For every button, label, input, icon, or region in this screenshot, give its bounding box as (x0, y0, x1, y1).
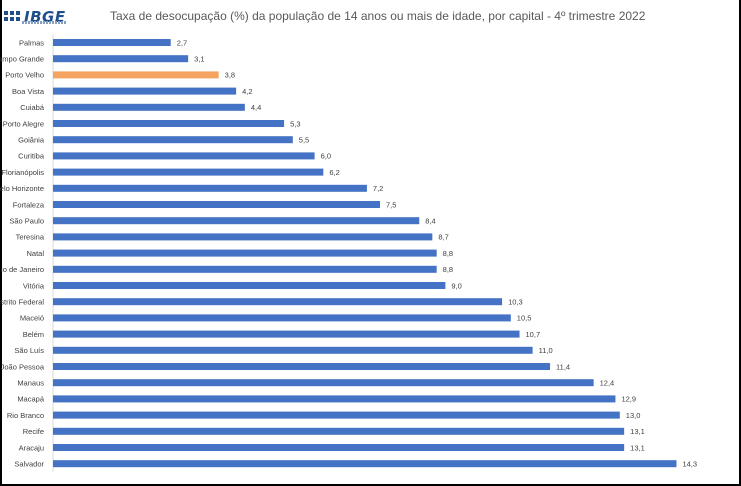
bar-distrito-federal (53, 298, 503, 306)
data-label: 13,1 (630, 427, 645, 436)
category-label: Fortaleza (13, 200, 45, 209)
bar-salvador (53, 460, 677, 468)
bar-goi-nia (53, 136, 293, 144)
category-label: Porto Alegre (3, 119, 44, 128)
bar-manaus (53, 379, 594, 387)
data-label: 3,8 (225, 71, 235, 80)
bar-cuiab- (53, 103, 245, 111)
data-label: 3,1 (194, 55, 204, 64)
bar-vit-ria (53, 282, 446, 289)
bar-rio-branco (53, 411, 620, 419)
data-label: 4,2 (242, 87, 252, 96)
category-label: Porto Velho (5, 71, 44, 80)
data-label: 10,5 (517, 314, 532, 323)
bar-florian-polis (53, 168, 324, 176)
category-label: Palmas (19, 38, 44, 47)
bar-palmas (53, 39, 171, 46)
ibge-logo-subtitle-mark (22, 21, 66, 24)
bar-natal (53, 249, 437, 257)
data-label: 13,1 (630, 443, 645, 452)
category-label: Natal (26, 249, 44, 258)
bar-curitiba (53, 152, 315, 160)
data-label: 9,0 (451, 281, 461, 290)
category-label: Goiânia (18, 136, 45, 145)
category-label: istrito Federal (0, 298, 44, 307)
category-label: Salvador (14, 460, 44, 469)
data-label: 12,4 (600, 379, 615, 388)
data-label: 5,3 (290, 119, 300, 128)
bar-aracaju (53, 444, 625, 451)
data-label: 8,8 (443, 249, 453, 258)
data-label: 12,9 (621, 395, 636, 404)
category-label: io de Janeiro (1, 265, 44, 274)
data-label: 8,8 (443, 265, 453, 274)
bar-recife (53, 427, 625, 435)
bar-porto-alegre (53, 120, 285, 127)
bar-macap- (53, 395, 616, 403)
category-label: Recife (23, 427, 44, 436)
data-label: 11,4 (556, 362, 570, 371)
bar-bel-m (53, 330, 520, 338)
ibge-logo-icon (4, 9, 20, 25)
category-label: Manaus (17, 379, 44, 388)
category-label: ampo Grande (0, 55, 44, 64)
data-label: 7,2 (373, 184, 383, 193)
data-label: 14,3 (682, 460, 697, 469)
category-label: São Paulo (9, 217, 44, 226)
data-label: 8,4 (425, 217, 435, 226)
data-label: 4,4 (251, 103, 261, 112)
bar-macei- (53, 314, 511, 322)
bar-boa-vista (53, 87, 237, 95)
bar-s-o-lu-s (53, 346, 533, 354)
data-label: 7,5 (386, 200, 396, 209)
data-label: 10,3 (508, 298, 523, 307)
chart-title: Taxa de desocupação (%) da população de … (110, 9, 646, 23)
category-label: elo Horizonte (0, 184, 44, 193)
category-label: Maceió (20, 314, 44, 323)
category-label: Belém (23, 330, 44, 339)
bar-porto-velho (53, 71, 219, 79)
data-label: 13,0 (626, 411, 641, 420)
data-label: 8,7 (438, 233, 448, 242)
data-label: 10,7 (526, 330, 541, 339)
category-label: João Pessoa (1, 362, 45, 371)
category-label: Curitiba (18, 152, 45, 161)
bar-s-o-paulo (53, 217, 420, 225)
bar-rio-de-janeiro (53, 265, 437, 273)
category-label: Vitória (23, 281, 45, 290)
data-label: 6,0 (321, 152, 331, 161)
category-label: Florianópolis (1, 168, 44, 177)
category-label: Cuiabá (20, 103, 45, 112)
bar-campo-grande (53, 55, 189, 63)
bar-fortaleza (53, 201, 380, 208)
category-label: Boa Vista (12, 87, 45, 96)
data-label: 5,5 (299, 136, 309, 145)
category-label: Aracaju (19, 443, 44, 452)
category-label: São Luís (14, 346, 44, 355)
bar-belo-horizonte (53, 184, 367, 192)
data-label: 2,7 (177, 38, 187, 47)
category-label: Rio Branco (7, 411, 44, 420)
data-label: 11,0 (539, 346, 553, 355)
bar-jo-o-pessoa (53, 363, 551, 370)
category-label: Teresina (16, 233, 45, 242)
category-label: Macapá (17, 395, 45, 404)
data-label: 6,2 (329, 168, 339, 177)
bar-teresina (53, 233, 433, 241)
